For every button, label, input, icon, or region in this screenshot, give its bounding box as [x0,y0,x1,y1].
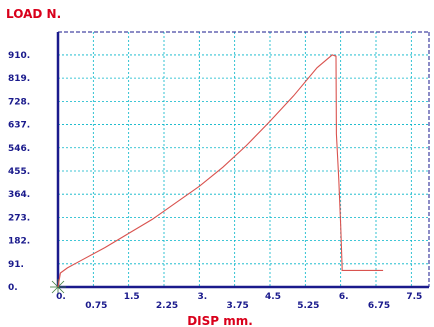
y-tick-label: 273. [8,213,30,223]
y-tick-label: 546. [8,144,30,154]
y-tick-label: 182. [8,237,30,247]
x-tick-label: 2.25 [156,301,178,311]
x-tick-label: 3.75 [227,301,249,311]
y-tick-label: 455. [8,167,30,177]
tick-labels: 0. 91. 182. 273. 364. 455. 546. 637. 728. 819. 910… [8,51,422,311]
y-tick-label: 0. [8,283,18,293]
y-tick-label: 728. [8,97,30,107]
y-axis-title: LOAD N. [6,7,61,21]
x-tick-label: 5.25 [297,301,319,311]
x-tick-label: 0. [56,292,66,302]
y-tick-label: 364. [8,190,30,200]
x-tick-label: 3. [197,292,207,302]
y-tick-label: 910. [8,51,30,61]
series-layer [57,54,384,288]
grid-lines [58,31,430,287]
y-tick-label: 819. [8,74,30,84]
y-tick-label: 91. [8,260,24,270]
x-tick-label: 1.5 [124,292,140,302]
x-tick-label: 4.5 [265,292,281,302]
x-axis-title: DISP mm. [187,314,253,327]
x-tick-label: 6. [339,292,349,302]
axes [50,32,429,295]
y-tick-label: 637. [8,121,30,131]
x-tick-label: 6.75 [368,301,390,311]
series-line-load [57,54,384,288]
x-tick-label: 0.75 [85,301,107,311]
x-tick-label: 7.5 [406,292,422,302]
